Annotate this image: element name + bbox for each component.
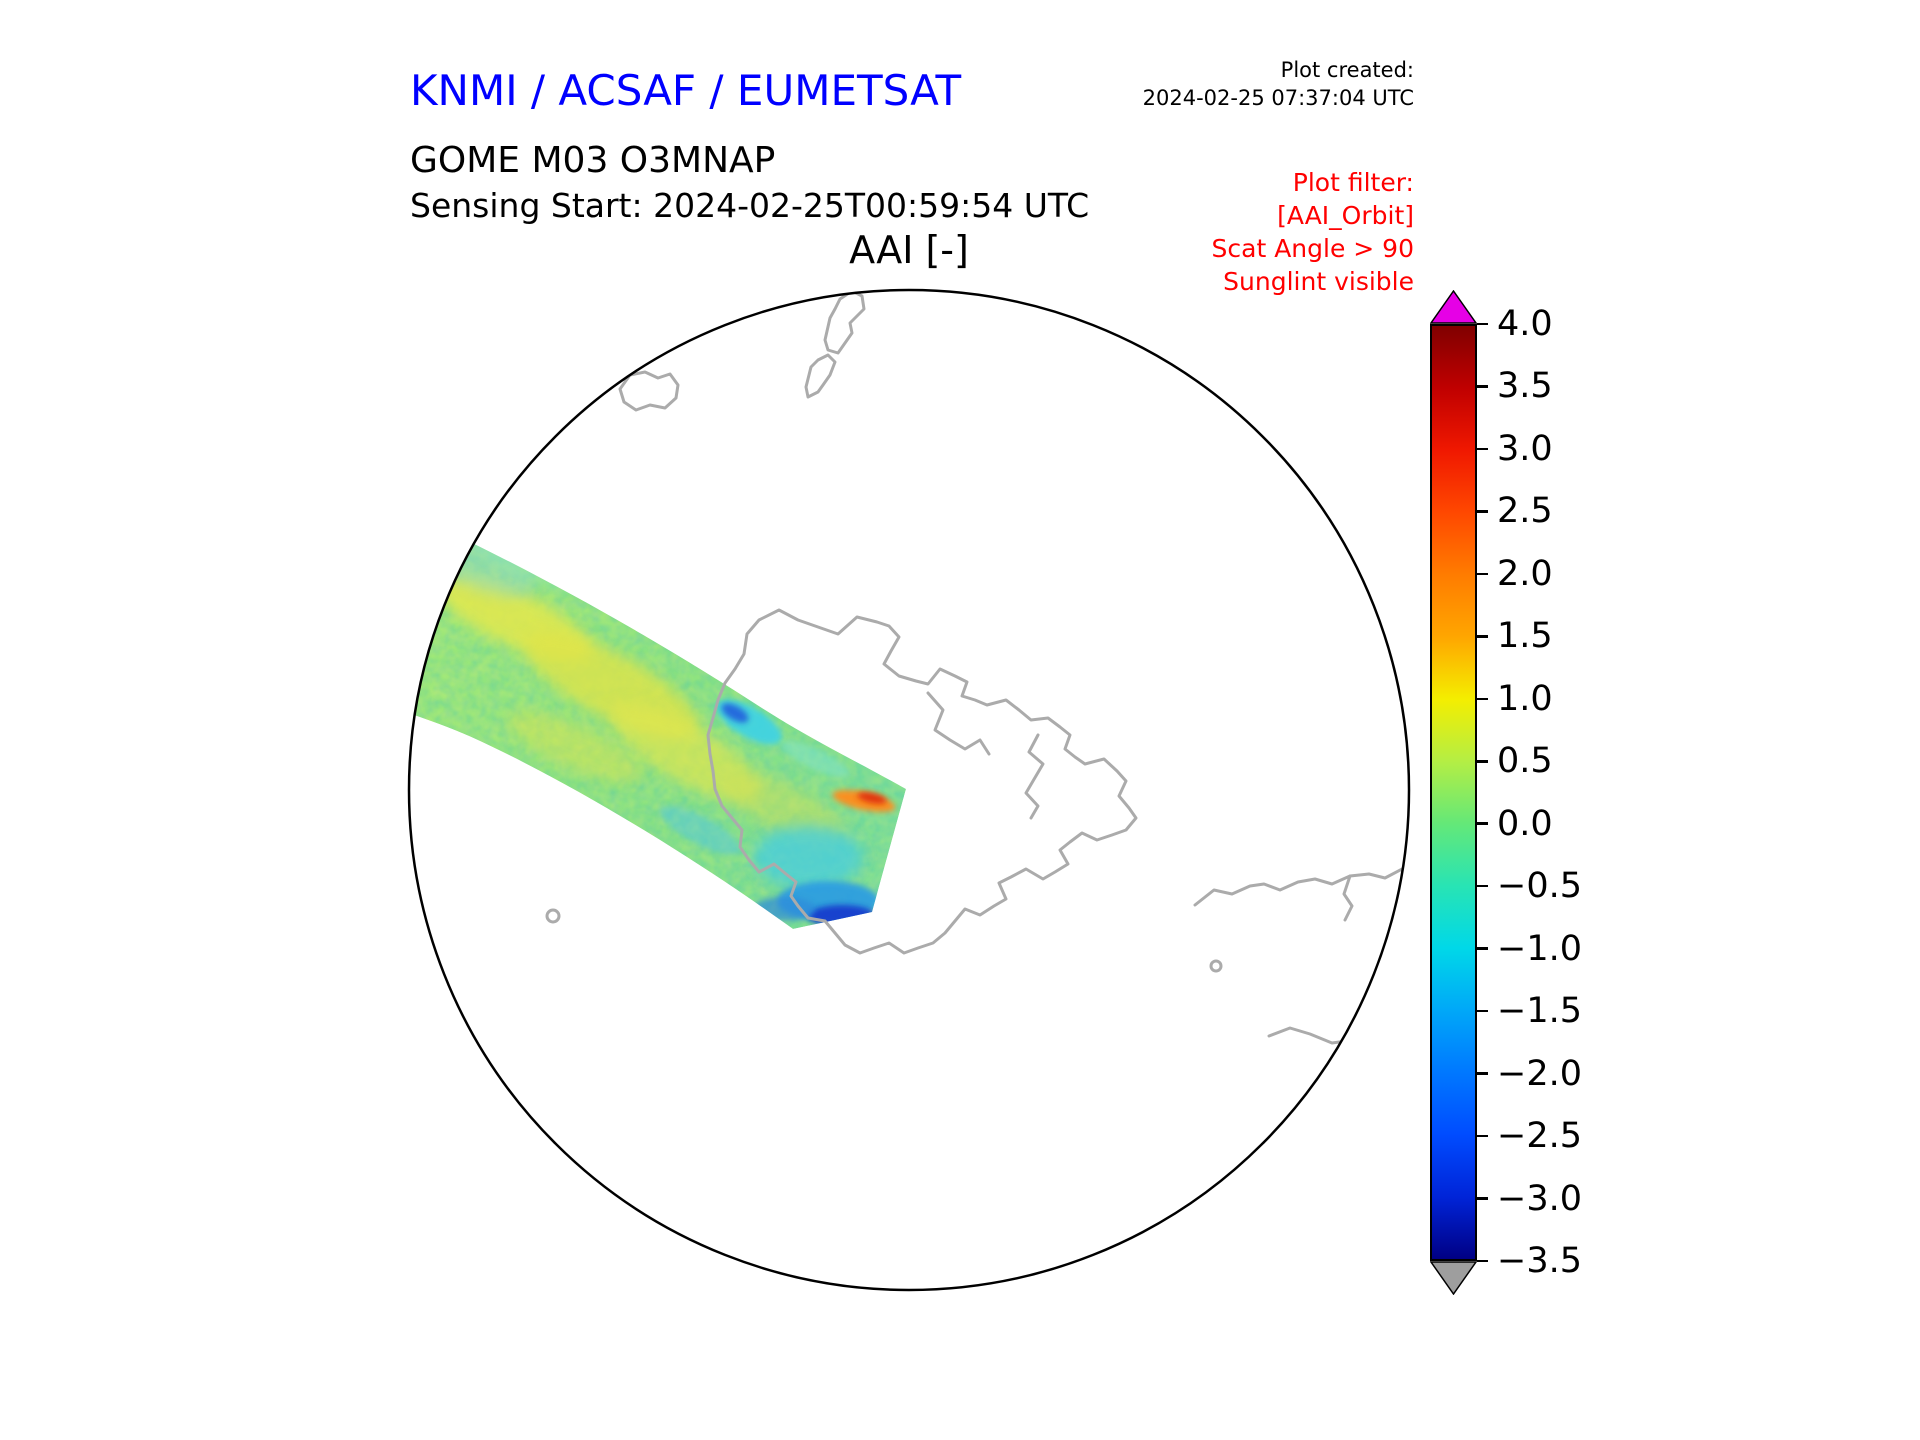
institution-title: KNMI / ACSAF / EUMETSAT: [410, 66, 962, 115]
plot-filter-line-1: [AAI_Orbit]: [1277, 201, 1414, 230]
limb-coastline: [1267, 1026, 1409, 1055]
colorbar: [1430, 324, 1477, 1261]
colorbar-under-triangle: [1429, 1261, 1478, 1296]
colorbar-tick: −0.5: [1477, 866, 1582, 906]
colorbar-tick-label: 0.5: [1497, 741, 1553, 782]
swath-cyan-patch: [781, 740, 849, 778]
colorbar-tick-label: −2.0: [1497, 1053, 1582, 1094]
island-coastline: [618, 370, 680, 412]
colorbar-tick-label: 0.0: [1497, 803, 1553, 844]
colorbar-tick: 1.5: [1477, 616, 1553, 656]
colorbar-tick: 3.5: [1477, 366, 1553, 406]
colorbar-tick-label: 3.0: [1497, 428, 1553, 469]
colorbar-tick-label: −1.0: [1497, 928, 1582, 969]
colorbar-tick: 0.0: [1477, 804, 1553, 844]
colorbar-tick: 1.0: [1477, 679, 1553, 719]
colorbar-tick: 2.0: [1477, 554, 1553, 594]
swath-yellow-streak: [610, 703, 762, 803]
colorbar-tick: 3.0: [1477, 429, 1553, 469]
antarctica-ice-shelf-line: [1024, 733, 1045, 820]
plot-filter-line-2: Scat Angle > 90: [1211, 234, 1414, 263]
plot-filter-title: Plot filter:: [1292, 168, 1414, 197]
coastlines: [545, 290, 1409, 1055]
swath-red-spot: [857, 792, 887, 804]
swath-orange-streak: [832, 789, 896, 813]
limb-coastline: [1342, 874, 1354, 922]
small-island: [1209, 959, 1223, 973]
plot-created-value: 2024-02-25 07:37:04 UTC: [1142, 86, 1414, 110]
island-coastline: [804, 353, 837, 399]
colorbar-tick-label: 2.0: [1497, 553, 1553, 594]
plot-created-label: Plot created:: [1280, 58, 1414, 82]
colorbar-tick-label: −1.5: [1497, 991, 1582, 1032]
colorbar-tick-label: 1.0: [1497, 678, 1553, 719]
colorbar-tick: 4.0: [1477, 304, 1553, 344]
colorbar-tick: −1.5: [1477, 991, 1582, 1031]
plot-created-block: Plot created: 2024-02-25 07:37:04 UTC: [1143, 56, 1414, 112]
limb-coastline: [1193, 865, 1408, 907]
antarctica-coastline: [706, 608, 1138, 955]
colorbar-tick-label: 1.5: [1497, 616, 1553, 657]
hemisphere-outline: [407, 288, 1411, 1292]
plot-filter-line-3: Sunglint visible: [1223, 267, 1414, 296]
swath-blue-spot: [721, 703, 749, 723]
swath-end-cyan: [753, 825, 863, 889]
colorbar-ticks: 4.0 3.5 3.0 2.5 2.0 1.5 1.0 0.5 0.0 −0.5…: [1477, 304, 1617, 1281]
swath-cyan-patch: [659, 805, 741, 855]
colorbar-tick-label: −0.5: [1497, 866, 1582, 907]
colorbar-tick: 0.5: [1477, 741, 1553, 781]
colorbar-tick-label: −3.5: [1497, 1241, 1582, 1281]
island-coastline: [823, 290, 866, 355]
aai-swath: [409, 508, 906, 929]
colorbar-tick-label: 3.5: [1497, 366, 1553, 407]
colorbar-tick: −2.5: [1477, 1116, 1582, 1156]
antarctica-ice-shelf-line: [926, 691, 991, 756]
colorbar-tick-label: −3.0: [1497, 1178, 1582, 1219]
swath-end-darkblue: [808, 905, 876, 927]
plot-title: AAI [-]: [849, 228, 969, 272]
colorbar-tick: −2.0: [1477, 1054, 1582, 1094]
small-island: [545, 908, 561, 924]
colorbar-tick: 2.5: [1477, 491, 1553, 531]
product-title: GOME M03 O3MNAP: [410, 140, 776, 181]
swath-yellow-streak: [507, 711, 643, 783]
plot-filter-block: Plot filter: [AAI_Orbit] Scat Angle > 90…: [1212, 166, 1414, 298]
colorbar-tick: −1.0: [1477, 929, 1582, 969]
colorbar-tick-label: 4.0: [1497, 304, 1553, 344]
colorbar-tick: −3.0: [1477, 1179, 1582, 1219]
colorbar-tick-label: 2.5: [1497, 491, 1553, 532]
colorbar-tick-label: −2.5: [1497, 1116, 1582, 1157]
sensing-start-text: Sensing Start: 2024-02-25T00:59:54 UTC: [410, 186, 1090, 225]
map-content: [409, 290, 1409, 1055]
colorbar-over-triangle: [1429, 289, 1478, 324]
colorbar-tick: −3.5: [1477, 1241, 1582, 1281]
